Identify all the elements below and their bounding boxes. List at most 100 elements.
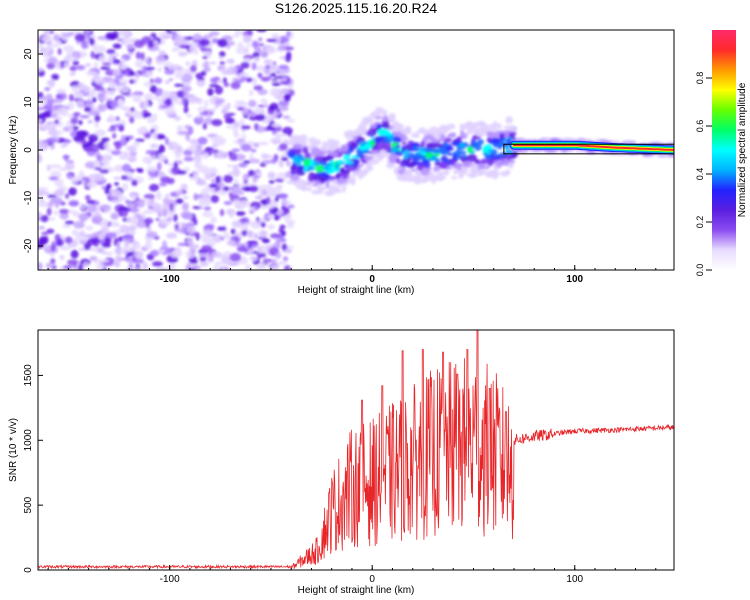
noise-blob (158, 144, 166, 154)
y-tick-label: 0 (23, 567, 34, 573)
noise-blob (90, 50, 95, 59)
noise-blob (278, 64, 289, 70)
noise-blob (233, 199, 239, 206)
signal-blob (300, 140, 308, 146)
noise-blob (144, 241, 153, 250)
noise-blob (181, 202, 190, 211)
colorbar-tick-label: 0.2 (695, 216, 705, 229)
signal-blob (387, 114, 396, 122)
noise-blob (142, 261, 149, 270)
noise-blob (254, 56, 260, 63)
signal-blob (423, 134, 434, 140)
signal-blob (446, 123, 456, 130)
signal-blob (355, 154, 363, 158)
noise-blob (148, 183, 160, 192)
y-tick-label: 20 (23, 48, 34, 60)
noise-blob (89, 37, 95, 46)
signal-blob (493, 137, 500, 145)
noise-blob (225, 125, 237, 129)
signal-blob (494, 159, 505, 167)
signal-blob (480, 124, 489, 131)
noise-blob (275, 132, 281, 140)
noise-blob (261, 238, 271, 244)
noise-blob (214, 85, 224, 95)
noise-blob (246, 43, 252, 48)
noise-blob (123, 240, 130, 248)
noise-blob (281, 76, 287, 82)
noise-blob (194, 158, 202, 167)
noise-blob (164, 97, 173, 106)
noise-blob (53, 210, 59, 216)
noise-blob (263, 59, 273, 65)
noise-blob (143, 66, 156, 71)
noise-blob (117, 236, 124, 243)
noise-blob (265, 196, 271, 205)
noise-blob (129, 116, 135, 124)
noise-blob (185, 132, 191, 142)
noise-blob (211, 119, 223, 127)
signal-blob (505, 116, 514, 124)
noise-blob (101, 186, 107, 190)
noise-blob (83, 85, 91, 94)
noise-blob (131, 179, 138, 187)
noise-blob (151, 261, 164, 267)
noise-blob (200, 188, 209, 197)
noise-blob (226, 43, 231, 50)
noise-blob (100, 226, 109, 234)
noise-blob (45, 262, 52, 269)
noise-blob (38, 262, 43, 270)
noise-blob (53, 33, 60, 42)
signal-blob (361, 159, 367, 164)
noise-blob (62, 45, 75, 52)
signal-blob (425, 152, 434, 158)
noise-blob (209, 77, 219, 84)
noise-blob (133, 72, 141, 77)
signal-blob (338, 168, 346, 172)
noise-blob (125, 199, 130, 205)
signal-blob (487, 171, 493, 178)
noise-blob (73, 221, 85, 229)
noise-blob (38, 67, 44, 72)
noise-blob (243, 160, 251, 164)
signal-blob (414, 169, 421, 176)
noise-blob (117, 97, 124, 106)
noise-blob (176, 90, 186, 99)
noise-blob (94, 86, 105, 92)
noise-blob (248, 206, 256, 211)
noise-blob (195, 144, 203, 152)
noise-blob (119, 209, 129, 218)
noise-blob (240, 143, 252, 152)
noise-blob (47, 128, 58, 136)
noise-blob (107, 116, 117, 123)
noise-blob (177, 51, 188, 57)
signal-blob (358, 141, 366, 147)
signal-blob (504, 145, 511, 150)
noise-blob (143, 112, 152, 118)
noise-blob (93, 78, 103, 83)
tone-band (513, 144, 674, 151)
noise-blob (272, 206, 279, 213)
noise-blob (129, 194, 137, 200)
noise-blob (53, 116, 63, 121)
noise-blob (184, 213, 193, 220)
noise-blob (259, 230, 267, 238)
chart-title: S126.2025.115.16.20.R24 (275, 0, 438, 16)
noise-blob (73, 112, 81, 116)
noise-blob (50, 258, 56, 265)
noise-blob (217, 226, 227, 231)
noise-blob (223, 232, 230, 239)
noise-blob (234, 178, 239, 186)
noise-blob (259, 263, 267, 270)
noise-blob (235, 46, 248, 55)
noise-blob (94, 114, 101, 123)
noise-blob (154, 77, 163, 84)
noise-blob (232, 168, 241, 177)
noise-blob (208, 183, 218, 188)
noise-blob (183, 156, 194, 162)
noise-blob (88, 134, 99, 143)
signal-blob (376, 153, 384, 161)
noise-blob (240, 125, 251, 130)
signal-blob (469, 158, 475, 163)
noise-blob (96, 263, 105, 270)
noise-blob (245, 264, 252, 270)
